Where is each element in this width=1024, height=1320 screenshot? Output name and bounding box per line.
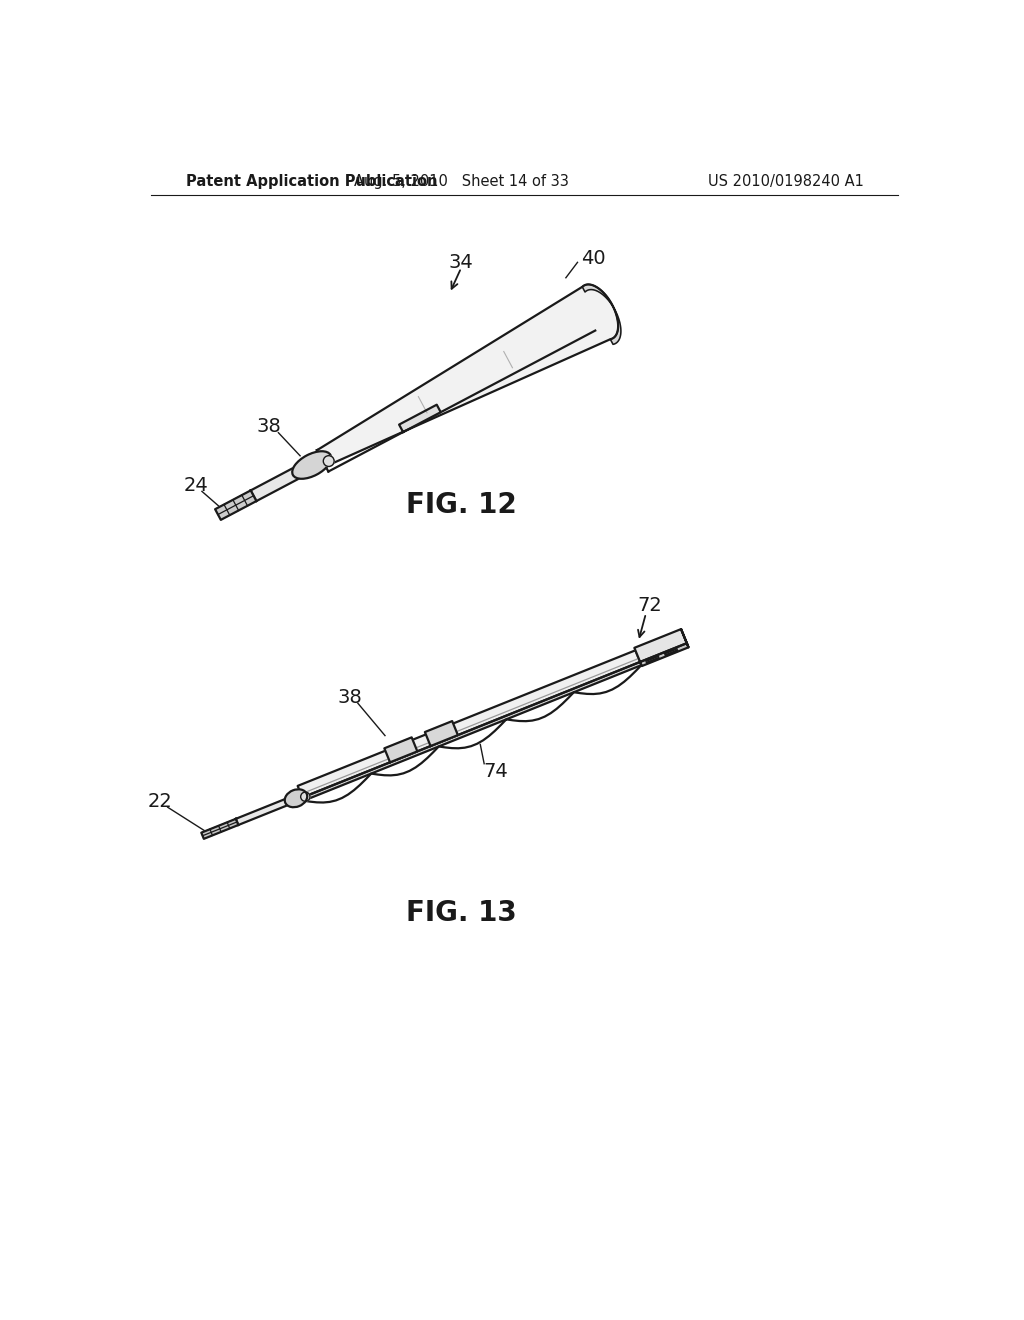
Text: FIG. 13: FIG. 13 [406,899,517,927]
Polygon shape [399,405,440,432]
Text: 22: 22 [147,792,172,810]
Text: 40: 40 [581,249,605,268]
Polygon shape [251,454,325,502]
Text: Aug. 5, 2010   Sheet 14 of 33: Aug. 5, 2010 Sheet 14 of 33 [354,174,568,189]
Polygon shape [640,643,688,667]
Text: 24: 24 [183,475,208,495]
Text: 34: 34 [449,253,474,272]
Polygon shape [681,630,688,647]
Polygon shape [298,651,640,797]
Ellipse shape [292,451,331,479]
Polygon shape [202,818,239,838]
Circle shape [324,455,334,466]
Text: 38: 38 [257,417,282,436]
Polygon shape [317,284,618,466]
Polygon shape [583,284,621,345]
Polygon shape [302,661,641,801]
Polygon shape [384,738,418,763]
Text: Patent Application Publication: Patent Application Publication [186,174,437,189]
Polygon shape [635,630,687,661]
Polygon shape [236,793,303,825]
Text: US 2010/0198240 A1: US 2010/0198240 A1 [709,174,864,189]
Circle shape [301,792,310,801]
Text: FIG. 12: FIG. 12 [406,491,517,519]
Text: 74: 74 [483,762,508,781]
Text: 38: 38 [338,688,362,706]
Polygon shape [215,491,256,520]
Text: 72: 72 [638,597,663,615]
Polygon shape [425,721,458,746]
Ellipse shape [285,789,307,808]
